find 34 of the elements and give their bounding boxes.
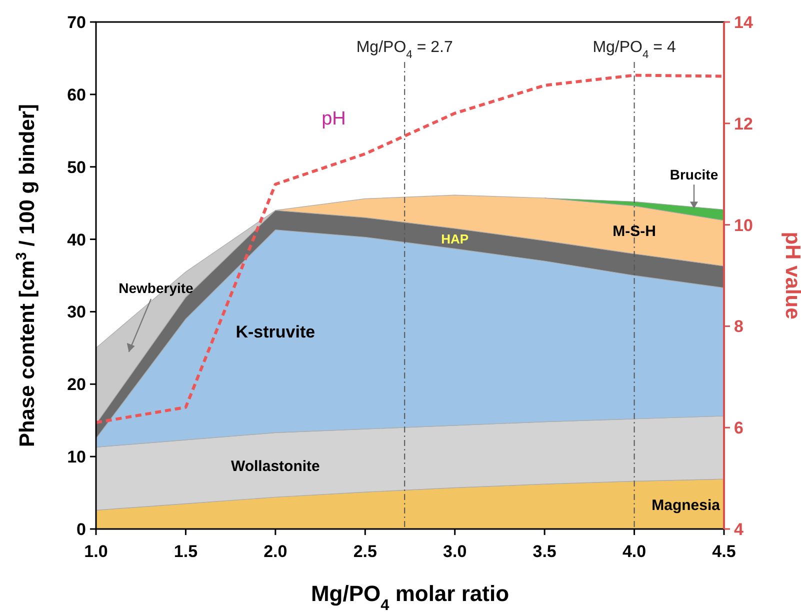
series-label: K-struvite bbox=[236, 322, 316, 342]
x-tick-label: 2.5 bbox=[353, 542, 377, 561]
x-axis-title: Mg/PO$_{4}$ molar ratio bbox=[310, 581, 510, 614]
y-tick-label: 50 bbox=[67, 158, 86, 177]
series-label: HAP bbox=[441, 232, 469, 247]
x-tick-label: 2.0 bbox=[264, 542, 288, 561]
series-label: Brucite bbox=[670, 166, 718, 183]
series-label: Newberyite bbox=[118, 280, 194, 296]
y-tick-label: 0 bbox=[76, 520, 86, 539]
series-label: Magnesia bbox=[652, 497, 721, 514]
series-label: Wollastonite bbox=[230, 458, 320, 475]
x-tick-label: 3.0 bbox=[443, 542, 467, 561]
x-tick-label: 4.5 bbox=[712, 542, 736, 561]
series-label: M-S-H bbox=[612, 222, 656, 240]
y2-tick-label: 10 bbox=[734, 216, 753, 235]
ref-line-label: Mg/PO$_{4}$ = 4 bbox=[592, 39, 676, 61]
y2-axis-title: pH value bbox=[781, 232, 801, 320]
y-tick-label: 30 bbox=[67, 302, 86, 322]
ref-line-label: Mg/PO$_{4}$ = 2.7 bbox=[356, 39, 453, 61]
y-tick-label: 10 bbox=[67, 448, 86, 467]
x-tick-label: 3.5 bbox=[532, 542, 556, 561]
y-tick-label: 70 bbox=[67, 13, 86, 32]
x-tick-label: 1.0 bbox=[84, 542, 108, 561]
series-label: pH bbox=[322, 108, 346, 130]
y2-tick-label: 12 bbox=[734, 114, 753, 134]
y2-tick-label: 8 bbox=[734, 317, 744, 336]
y2-tick-label: 6 bbox=[734, 418, 744, 438]
y-tick-label: 20 bbox=[67, 375, 86, 394]
x-tick-label: 1.5 bbox=[174, 542, 198, 561]
x-tick-label: 4.0 bbox=[622, 542, 646, 561]
y-tick-label: 40 bbox=[67, 230, 86, 250]
y-tick-label: 60 bbox=[67, 85, 86, 104]
y2-tick-label: 4 bbox=[734, 520, 744, 539]
y2-tick-label: 14 bbox=[734, 13, 754, 32]
